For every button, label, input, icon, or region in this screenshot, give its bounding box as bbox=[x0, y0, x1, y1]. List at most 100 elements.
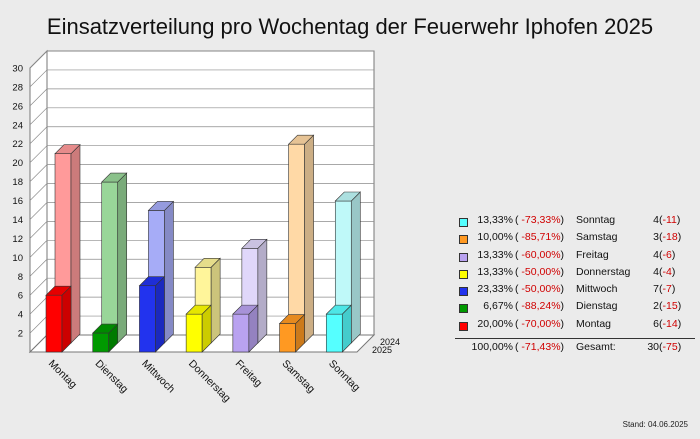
x-tick-label: Donnerstag bbox=[186, 358, 233, 405]
legend-change-value: -88,24% bbox=[521, 300, 561, 313]
bar-2024-donnerstag-top bbox=[194, 257, 221, 268]
y-tick-label: 30 bbox=[12, 64, 23, 75]
legend-paren-open: ( bbox=[659, 283, 663, 296]
bar-2025-montag-top bbox=[45, 285, 72, 296]
legend-total-diff-value: -75 bbox=[662, 341, 678, 354]
x-tick-label: Montag bbox=[46, 358, 79, 391]
legend-percent: 10,00% bbox=[477, 231, 513, 244]
legend-swatch bbox=[459, 287, 468, 297]
bar-2024-freitag-side bbox=[257, 238, 268, 344]
bar-2025-mittwoch-top bbox=[138, 276, 166, 287]
x-tick-label: Samstag bbox=[279, 358, 317, 396]
y-tick-label: 20 bbox=[12, 158, 23, 169]
gridline bbox=[29, 50, 374, 69]
legend-change-value: -60,00% bbox=[521, 248, 561, 261]
legend-change: ( -85,71%) bbox=[515, 231, 573, 243]
legend-paren-open: ( bbox=[515, 300, 519, 313]
bar-2025-dienstag-front bbox=[92, 332, 110, 353]
left-wall bbox=[29, 49, 48, 354]
legend-count: 4 bbox=[653, 265, 659, 278]
legend-change-value: -70,00% bbox=[521, 317, 561, 330]
bar-2025-montag-front bbox=[45, 294, 63, 353]
gridline bbox=[29, 88, 374, 107]
y-tick-label: 28 bbox=[12, 82, 23, 93]
x-tick-label: Mittwoch bbox=[139, 358, 177, 396]
bar-2025-montag-side bbox=[61, 285, 72, 353]
bar-2024-mittwoch-side bbox=[164, 200, 174, 344]
legend-diff: (-14) bbox=[659, 318, 691, 330]
legend-paren-close: ) bbox=[560, 265, 565, 278]
legend-paren-close: ) bbox=[560, 283, 565, 296]
legend-paren-open: ( bbox=[659, 214, 663, 226]
legend-day: Freitag bbox=[576, 248, 609, 261]
legend-total-percent: 100,00% bbox=[471, 341, 513, 354]
bar-2025-donnerstag-top bbox=[185, 304, 212, 315]
legend-change: ( -88,24%) bbox=[515, 300, 573, 312]
bar-2025-sonntag-top bbox=[325, 304, 353, 315]
bar-2025-samstag-top bbox=[278, 314, 306, 324]
gridline bbox=[29, 69, 374, 88]
depth-label-back: 2024 bbox=[380, 337, 400, 347]
legend-row-samstag: 10,00% ( -85,71%) Samstag 3 (-18) bbox=[455, 231, 695, 248]
legend-day: Sonntag bbox=[576, 214, 616, 226]
legend-paren-open: ( bbox=[515, 341, 519, 354]
bar-2024-dienstag-top bbox=[100, 172, 128, 183]
bar-2024-montag-top bbox=[54, 144, 81, 154]
legend-table: 13,33% ( -73,33%) Sonntag 4 (-11) 10,00%… bbox=[455, 214, 695, 358]
y-tick-label: 16 bbox=[12, 196, 23, 207]
legend-row-sonntag: 13,33% ( -73,33%) Sonntag 4 (-11) bbox=[455, 214, 695, 231]
legend-diff: (-7) bbox=[659, 283, 691, 295]
gridline bbox=[29, 164, 374, 182]
legend-diff: (-15) bbox=[659, 300, 691, 312]
legend-swatch bbox=[459, 252, 468, 262]
legend-paren-close: ) bbox=[677, 317, 682, 330]
legend-diff: (-6) bbox=[659, 249, 691, 261]
legend-count: 2 bbox=[653, 300, 659, 313]
legend-change: ( -60,00%) bbox=[515, 249, 573, 261]
legend-paren-open: ( bbox=[515, 265, 519, 278]
bar-chart-3d: 2468101214161820222426283020242025Montag… bbox=[12, 49, 400, 405]
legend-diff: (-11) bbox=[659, 214, 691, 226]
legend-day: Mittwoch bbox=[576, 283, 618, 296]
y-tick-label: 4 bbox=[18, 310, 23, 321]
legend-diff: (-4) bbox=[659, 266, 691, 278]
legend-change-value: -50,00% bbox=[521, 283, 561, 296]
legend-count: 3 bbox=[653, 231, 659, 244]
stand-date: Stand: 04.06.2025 bbox=[622, 420, 688, 429]
legend-paren-open: ( bbox=[659, 231, 663, 244]
legend-day: Dienstag bbox=[576, 300, 618, 313]
legend-percent: 13,33% bbox=[477, 248, 513, 261]
legend-paren-open: ( bbox=[659, 341, 663, 354]
legend-percent: 13,33% bbox=[477, 265, 513, 278]
legend-day: Donnerstag bbox=[576, 265, 631, 278]
legend-paren-open: ( bbox=[659, 248, 663, 261]
bar-2024-samstag-side bbox=[304, 134, 314, 344]
bar-2024-samstag-front bbox=[288, 143, 305, 344]
legend-total-count: 30 bbox=[647, 341, 659, 354]
legend-swatch bbox=[459, 235, 468, 245]
legend-row-freitag: 13,33% ( -60,00%) Freitag 4 (-6) bbox=[455, 249, 695, 266]
bar-2025-mittwoch-side bbox=[155, 276, 165, 353]
legend-diff-value: -7 bbox=[662, 283, 672, 296]
legend-total-change: ( -71,43%) bbox=[515, 341, 573, 353]
legend-swatch bbox=[459, 218, 468, 227]
legend-paren-close: ) bbox=[560, 317, 565, 330]
legend-paren-open: ( bbox=[515, 317, 519, 330]
gridline bbox=[29, 126, 374, 144]
legend-count: 4 bbox=[653, 248, 659, 261]
bar-2024-sonntag-side bbox=[350, 191, 361, 344]
legend-percent: 20,00% bbox=[477, 317, 513, 330]
legend-percent: 23,33% bbox=[477, 283, 513, 296]
legend-change: ( -73,33%) bbox=[515, 214, 573, 226]
y-tick-label: 6 bbox=[18, 291, 23, 302]
bar-2024-mittwoch-top bbox=[147, 201, 175, 211]
bar-2025-donnerstag-front bbox=[185, 313, 203, 353]
gridline bbox=[29, 145, 374, 163]
chart-title: Einsatzverteilung pro Wochentag der Feue… bbox=[46, 14, 654, 39]
legend-day: Montag bbox=[576, 317, 612, 330]
legend-count: 6 bbox=[653, 317, 659, 330]
bar-2025-samstag-front bbox=[279, 323, 296, 353]
bar-2025-freitag-front bbox=[232, 313, 250, 353]
legend-change: ( -50,00%) bbox=[515, 266, 573, 278]
legend-total-divider bbox=[455, 338, 695, 339]
